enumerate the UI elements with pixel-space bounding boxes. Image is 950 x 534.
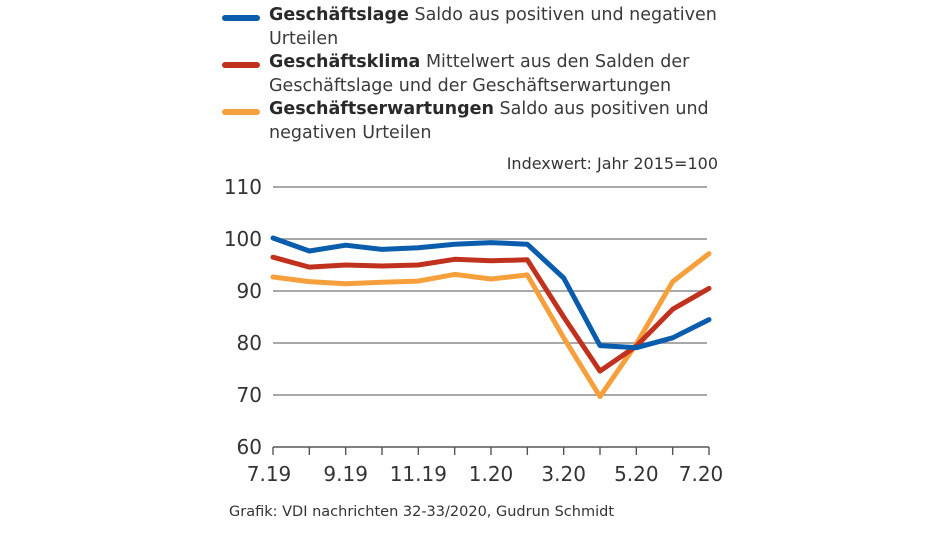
y-axis-labels: 60 70 80 90 100 110 [224,175,262,459]
y-tick-label: 100 [224,227,262,251]
x-axis: 7.19 9.19 11.19 1.20 3.20 5.20 7.20 [247,446,724,486]
legend-description: Saldo aus positiven und negativen Urteil… [269,99,709,143]
y-tick-label: 80 [237,331,262,355]
x-tick-label: 1.20 [469,462,514,486]
legend-name: Geschäftserwartungen [269,99,494,119]
legend-item-geschaeftslage: Geschäftslage Saldo aus positiven und ne… [222,4,742,51]
series-lines [270,235,712,400]
unit-note: Indexwert: Jahr 2015=100 [506,154,718,173]
legend-name: Geschäftslage [269,5,409,25]
y-tick-label: 70 [237,383,262,407]
gridlines [273,186,707,396]
x-tick-label: 7.19 [247,462,292,486]
series-line-geschaeftserwartungen [270,251,712,400]
x-tick-label: 7.20 [679,462,724,486]
legend-item-geschaeftsklima: Geschäftsklima Mittelwert aus den Salden… [222,51,742,98]
legend-item-geschaeftserwartungen: Geschäftserwartungen Saldo aus positiven… [222,98,742,145]
y-tick-label: 90 [237,279,262,303]
series-line-geschaeftslage [270,235,712,351]
y-tick-label: 60 [237,435,262,459]
x-tick-label: 5.20 [614,462,659,486]
y-tick-label: 110 [224,175,262,199]
x-tick-label: 3.20 [541,462,586,486]
legend-description: Mittelwert aus den Salden der Geschäftsl… [269,52,690,96]
legend-description: Saldo aus positiven und negativen Urteil… [269,5,717,49]
source-credit: Grafik: VDI nachrichten 32-33/2020, Gudr… [229,504,615,520]
series-line-geschaeftsklima [270,254,712,374]
legend-swatch-blue [222,15,260,21]
x-tick-label: 9.19 [323,462,368,486]
legend: Geschäftslage Saldo aus positiven und ne… [222,4,742,145]
legend-swatch-red [222,62,260,68]
x-tick-label: 11.19 [390,462,447,486]
legend-swatch-orange [222,109,260,115]
legend-name: Geschäftsklima [269,52,421,72]
